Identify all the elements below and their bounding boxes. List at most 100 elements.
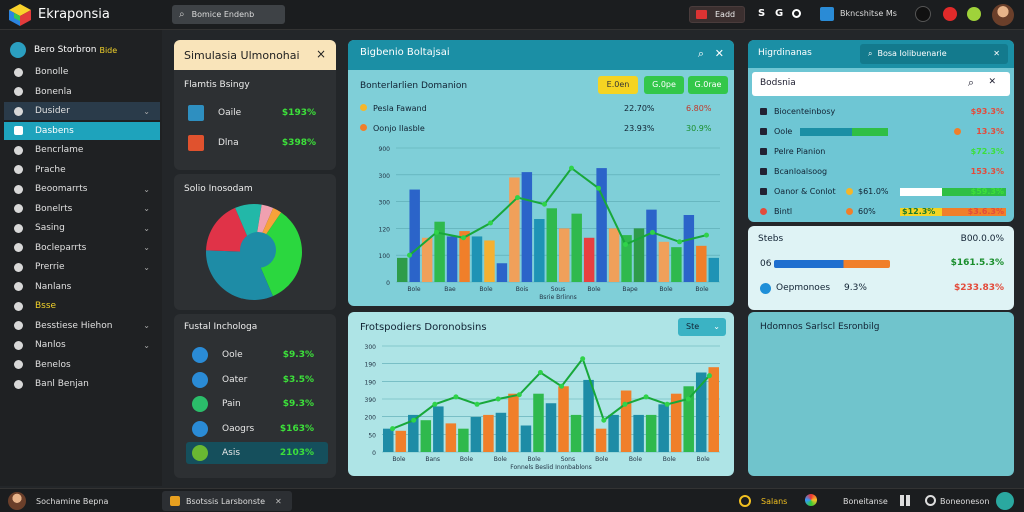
sidebar-item-0[interactable]: Bonolle <box>4 63 160 81</box>
close-icon[interactable]: ✕ <box>275 496 282 506</box>
sidebar-item-6[interactable]: Beoomarrts ⌄ <box>4 180 160 198</box>
y-tick-label: 300 <box>379 200 391 207</box>
x-tick-label: Bole <box>407 286 420 293</box>
sidebar-item-15[interactable]: Benelos <box>4 356 160 374</box>
search-bar[interactable]: ⌕ Bomice Endenb <box>172 5 285 24</box>
hidonas-panel: Higrdinanas ⌕ Bosa Iolibuenarie ✕ Bodsnia… <box>748 40 1014 222</box>
y-tick-label: 200 <box>365 415 377 422</box>
sidebar-item-icon <box>14 165 23 174</box>
sidebar-item-label: Bsse <box>35 301 57 311</box>
sidebar-item-4[interactable]: Bencrlame <box>4 141 160 159</box>
list-item[interactable]: Pain $9.3% <box>186 393 328 415</box>
chart1-tab-2[interactable]: G.0rae <box>688 76 728 94</box>
list-item[interactable]: Oater $3.5% <box>186 369 328 391</box>
row-value: $59.3% <box>970 187 1004 196</box>
chart-bar <box>583 379 594 452</box>
sidebar-item-14[interactable]: Nanlos ⌄ <box>4 336 160 354</box>
alert-icon[interactable] <box>943 7 957 21</box>
list-item[interactable]: Dlna $398% <box>188 134 328 152</box>
sidebar-item-7[interactable]: Bonelrts ⌄ <box>4 200 160 218</box>
simulasia-header: Simulasia Ulmonohai × <box>174 40 336 70</box>
chart2-panel: Frotspodiers Doronobsins Ste ⌄ 0 50 200 390… <box>348 312 734 476</box>
row-dot <box>846 188 853 195</box>
table-row[interactable]: Bcanloalsoog 153.3% <box>748 164 1014 182</box>
close-icon[interactable]: ✕ <box>988 77 996 87</box>
close-icon[interactable]: ✕ <box>993 49 1000 58</box>
sidebar-item-1[interactable]: Bonenla <box>4 83 160 101</box>
list-item[interactable]: Oaogrs $163% <box>186 418 328 440</box>
search-input[interactable]: Bomice Endenb <box>191 10 255 19</box>
trend-point <box>411 417 417 423</box>
sidebar-item-icon <box>14 340 23 350</box>
close-icon[interactable]: ✕ <box>714 47 724 60</box>
y-tick-label: 390 <box>365 397 377 404</box>
row-dot <box>954 128 961 135</box>
chart-bar <box>571 213 582 282</box>
sync-icon[interactable]: S <box>758 8 766 19</box>
table-row[interactable]: Pelre Pianion $72.3% <box>748 144 1014 162</box>
row-bar <box>942 208 1006 216</box>
table-row[interactable]: Oanor & Conlot $61.0% $59.3% <box>748 184 1014 202</box>
chart-bar <box>695 372 707 452</box>
table-row[interactable]: Bintl 60% $12.3% $3.6.3% <box>748 204 1014 222</box>
chart-bar <box>470 417 482 452</box>
chart2-tab[interactable]: Ste ⌄ <box>678 318 726 336</box>
notification-icon[interactable] <box>915 6 931 22</box>
sidebar-item-11[interactable]: Nanlans <box>4 278 160 296</box>
pie-center <box>240 232 276 268</box>
simulasia-subtitle: Flamtis Bsingy <box>184 80 250 90</box>
settings-icon[interactable]: G <box>775 8 784 19</box>
clock-icon[interactable] <box>739 495 751 507</box>
table-row[interactable]: Biocenteinbosy $93.3% <box>748 104 1014 122</box>
search-icon[interactable]: ⌕ <box>967 76 974 89</box>
sidebar-item-9[interactable]: Bocleparrts ⌄ <box>4 239 160 257</box>
sidebar-item-16[interactable]: Banl Benjan <box>4 375 160 393</box>
chart1-tab-1[interactable]: G.0pe <box>644 76 684 94</box>
chart-bar <box>620 390 632 452</box>
trend-point <box>537 370 543 375</box>
sidebar-item-label: Bonenla <box>35 86 72 97</box>
palette-icon[interactable] <box>805 494 817 506</box>
hidonas-subbar[interactable]: Bodsnia ⌕ ✕ <box>752 72 1010 96</box>
workspace-icon[interactable] <box>820 7 834 21</box>
chart2-title: Frotspodiers Doronobsins <box>360 322 487 333</box>
list-item[interactable]: Oaile $193% <box>188 104 328 122</box>
list-item[interactable]: Asis 2103% <box>186 442 328 464</box>
sidebar-item-13[interactable]: Besstiese Hiehon ⌄ <box>4 317 160 335</box>
sidebar-item-2[interactable]: Dusider ⌄ <box>4 102 160 120</box>
sidebar-item-12[interactable]: Bsse <box>4 297 160 315</box>
status-avatar[interactable] <box>8 492 26 510</box>
simulasia-close-button[interactable]: × <box>315 47 326 61</box>
legend-value-1: 23.93% <box>624 124 655 133</box>
sidebar-item-10[interactable]: Prerrie ⌄ <box>4 258 160 276</box>
chart-bar <box>595 428 607 452</box>
chart1-panel: Bigbenio Boltajsai ⌕ ✕ Bonterlarlien Dom… <box>348 40 734 306</box>
chart1-tab-0[interactable]: E.0en <box>598 76 638 94</box>
chart-bar <box>521 172 533 282</box>
row-icon <box>760 128 767 135</box>
chart-bar <box>708 367 719 452</box>
status-icon[interactable] <box>967 7 981 21</box>
info-icon[interactable] <box>925 495 936 506</box>
avatar[interactable] <box>992 4 1014 26</box>
trend-point <box>542 201 547 207</box>
sidebar-item-label: Prache <box>35 164 66 175</box>
chart-bar <box>671 247 682 282</box>
top-action-button[interactable]: Eadd <box>689 6 745 23</box>
table-row[interactable]: Oole 13.3% <box>748 124 1014 142</box>
status-task-tab[interactable]: Bsotssis Larsbonste ✕ <box>162 491 292 511</box>
help-button[interactable] <box>996 492 1014 510</box>
sidebar-item-8[interactable]: Sasing ⌄ <box>4 219 160 237</box>
hidonas-search[interactable]: ⌕ Bosa Iolibuenarie ✕ <box>860 44 1008 64</box>
grid-icon[interactable] <box>900 495 911 506</box>
hidonas-header: Higrdinanas ⌕ Bosa Iolibuenarie ✕ <box>748 40 1014 68</box>
sidebar-item-5[interactable]: Prache <box>4 161 160 179</box>
sidebar-item-icon <box>14 301 23 311</box>
chart1-subtitle: Bonterlarlien Domanion <box>360 81 468 91</box>
trend-point <box>461 235 466 241</box>
chart-bar <box>683 215 695 282</box>
sidebar-item-3[interactable]: Dasbens <box>4 121 160 140</box>
search-icon[interactable]: ⌕ <box>697 47 704 60</box>
list-item[interactable]: Oole $9.3% <box>186 344 328 366</box>
user-dot-icon[interactable] <box>792 9 801 18</box>
